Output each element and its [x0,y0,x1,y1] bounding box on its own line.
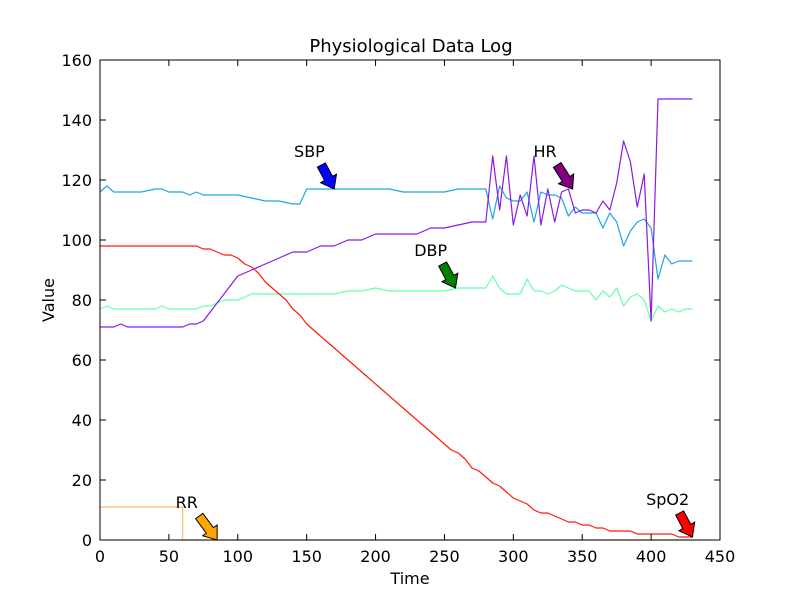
annotations: SBP DBP HR RR SpO2 [176,142,696,541]
annotation-label: SpO2 [646,490,689,509]
y-tick-label: 140 [61,111,92,130]
y-tick-label: 120 [61,171,92,190]
annotation-rr: RR [176,493,218,541]
y-axis-label: Value [39,278,58,322]
x-tick-label: 0 [95,547,105,566]
series-line-spo2 [100,245,693,538]
series-line-sbp [99,185,693,280]
series-line-dbp [99,275,693,322]
annotation-arrow [316,162,338,190]
annotation-label: SBP [294,142,325,161]
plot-lines [99,98,693,541]
annotation-arrow [438,261,459,289]
plot-frame [99,59,721,541]
y-tick-label: 160 [61,51,92,70]
annotation-dbp: DBP [414,241,459,289]
annotation-spo2: SpO2 [646,490,696,538]
y-tick-label: 60 [72,351,92,370]
x-tick-label: 150 [291,547,322,566]
x-axis-ticks: 0 50 100 150 200 250 300 350 400 450 [95,60,735,566]
x-tick-label: 300 [498,547,529,566]
annotation-label: HR [533,142,556,161]
annotation-arrow [552,161,575,190]
series-line-hr [100,98,693,328]
y-tick-label: 20 [72,471,92,490]
x-tick-label: 400 [636,547,667,566]
annotation-sbp: SBP [294,142,338,190]
y-tick-label: 100 [61,231,92,250]
annotation-label: DBP [414,241,447,260]
y-tick-label: 80 [72,291,92,310]
x-tick-label: 350 [567,547,598,566]
y-tick-label: 40 [72,411,92,430]
annotation-arrow [675,510,696,538]
y-tick-label: 0 [82,531,92,550]
x-tick-label: 50 [159,547,179,566]
x-axis-label: Time [389,569,429,588]
annotation-arrow [194,512,218,541]
x-tick-label: 250 [429,547,460,566]
annotation-label: RR [176,493,198,512]
annotation-hr: HR [533,142,575,190]
x-tick-label: 450 [705,547,736,566]
x-tick-label: 200 [360,547,391,566]
x-tick-label: 100 [223,547,254,566]
chart-title: Physiological Data Log [309,36,512,57]
y-axis-ticks: 0 20 40 60 80 100 120 140 160 [61,51,720,550]
